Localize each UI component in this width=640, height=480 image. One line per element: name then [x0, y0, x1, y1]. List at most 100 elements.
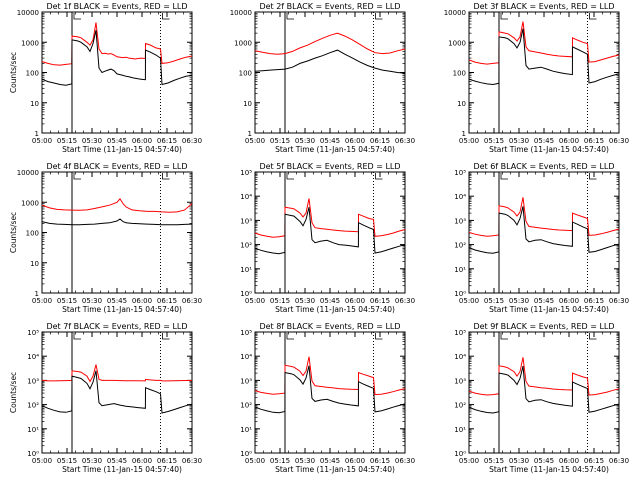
plot-frame [41, 331, 193, 454]
x-axis-label: Start Time (11-Jan-15 04:57:40) [62, 305, 182, 314]
y-tick-label: 10⁵ [454, 169, 466, 177]
x-tick-label: 05:00 [459, 137, 479, 145]
y-tick-label: 10¹ [27, 426, 39, 434]
x-tick-label: 05:15 [484, 297, 504, 305]
y-tick-label: 1000 [21, 39, 39, 47]
x-tick-label: 05:00 [245, 297, 265, 305]
y-tick-label: 10¹ [240, 266, 252, 274]
chart-title: Det 5f BLACK = Events, RED = LLD [259, 162, 400, 171]
x-tick-label: 05:15 [270, 137, 290, 145]
x-tick-label: 05:45 [534, 457, 554, 465]
chart-title: Det 8f BLACK = Events, RED = LLD [259, 322, 400, 331]
x-tick-label: 06:15 [157, 137, 177, 145]
chart-panel-9: Det 9f BLACK = Events, RED = LLD 10⁰ 10¹ 10… [454, 322, 629, 474]
y-tick-label: 10⁰ [454, 290, 466, 298]
x-axis-label: Start Time (11-Jan-15 04:57:40) [275, 145, 395, 154]
x-tick-label: 05:15 [57, 297, 77, 305]
marker-bracket [162, 173, 170, 180]
chart-title: Det 1f BLACK = Events, RED = LLD [46, 2, 187, 11]
chart-panel-2: Det 2f BLACK = Events, RED = LLD 1 10 100 10… [230, 2, 415, 154]
x-axis-label: Start Time (11-Jan-15 04:57:40) [489, 305, 609, 314]
x-tick-label: 06:00 [132, 297, 152, 305]
lld-series-line [468, 197, 620, 237]
y-tick-label: 10⁴ [27, 353, 39, 361]
y-axis-label: Counts/sec [9, 52, 18, 93]
x-tick-label: 06:15 [370, 457, 390, 465]
events-series-line [468, 206, 620, 254]
x-tick-label: 06:30 [395, 137, 415, 145]
y-tick-label: 10⁰ [240, 450, 252, 458]
y-axis-label: Counts/sec [9, 372, 18, 413]
x-tick-label: 05:00 [245, 457, 265, 465]
x-axis-label: Start Time (11-Jan-15 04:57:40) [62, 145, 182, 154]
y-tick-label: 1 [35, 290, 39, 298]
plot-frame [41, 171, 193, 294]
x-tick-label: 05:30 [82, 457, 102, 465]
x-tick-label: 05:45 [534, 297, 554, 305]
y-tick-label: 10¹ [454, 266, 466, 274]
y-tick-label: 10² [240, 242, 252, 250]
plot-frame [468, 331, 620, 454]
x-tick-label: 05:15 [57, 137, 77, 145]
y-tick-label: 10³ [27, 377, 39, 385]
y-tick-label: 10⁰ [27, 450, 39, 458]
x-tick-label: 06:15 [584, 457, 604, 465]
marker-bracket [286, 333, 294, 340]
x-tick-label: 06:15 [370, 137, 390, 145]
x-tick-label: 06:15 [157, 297, 177, 305]
marker-bracket [500, 333, 508, 340]
events-series-line [41, 30, 193, 86]
x-tick-label: 05:30 [509, 137, 529, 145]
y-tick-label: 10¹ [240, 426, 252, 434]
chart-title: Det 4f BLACK = Events, RED = LLD [46, 162, 187, 171]
x-tick-label: 05:45 [107, 457, 127, 465]
chart-title: Det 2f BLACK = Events, RED = LLD [259, 2, 400, 11]
x-tick-label: 05:00 [245, 137, 265, 145]
x-tick-label: 06:00 [559, 137, 579, 145]
x-tick-label: 05:30 [82, 137, 102, 145]
y-tick-label: 100 [239, 70, 252, 78]
y-tick-label: 10⁵ [240, 169, 252, 177]
x-axis-label: Start Time (11-Jan-15 04:57:40) [489, 145, 609, 154]
x-tick-label: 06:30 [609, 457, 629, 465]
events-series-line [41, 370, 193, 414]
marker-bracket [286, 13, 294, 20]
y-tick-label: 1 [462, 130, 466, 138]
y-tick-label: 10³ [240, 217, 252, 225]
chart-panel-6: Det 6f BLACK = Events, RED = LLD 10⁰ 10¹ 10… [454, 162, 629, 314]
x-tick-label: 05:15 [270, 297, 290, 305]
x-tick-label: 05:30 [509, 297, 529, 305]
marker-bracket [589, 173, 597, 180]
chart-panel-7: Det 7f BLACK = Events, RED = LLD 10⁰ 10¹ 10… [9, 322, 202, 474]
x-tick-label: 05:30 [295, 457, 315, 465]
x-tick-label: 06:30 [182, 137, 202, 145]
marker-bracket [375, 333, 383, 340]
x-tick-label: 06:30 [609, 297, 629, 305]
x-tick-label: 05:00 [32, 137, 52, 145]
y-tick-label: 10³ [240, 377, 252, 385]
y-tick-label: 10² [454, 242, 466, 250]
x-tick-label: 05:45 [107, 297, 127, 305]
x-tick-label: 05:45 [320, 137, 340, 145]
x-tick-label: 06:00 [345, 137, 365, 145]
x-tick-label: 06:00 [345, 457, 365, 465]
y-tick-label: 100 [453, 70, 466, 78]
marker-bracket [375, 13, 383, 20]
y-tick-label: 1000 [21, 199, 39, 207]
y-tick-label: 1 [35, 130, 39, 138]
y-tick-label: 10⁰ [240, 290, 252, 298]
x-tick-label: 06:30 [395, 297, 415, 305]
x-tick-label: 06:15 [370, 297, 390, 305]
plot-frame [468, 11, 620, 134]
y-tick-label: 100 [26, 70, 39, 78]
marker-bracket [162, 333, 170, 340]
plot-frame [41, 11, 193, 134]
marker-bracket [589, 333, 597, 340]
marker-bracket [286, 173, 294, 180]
y-axis-label: Counts/sec [9, 212, 18, 253]
y-tick-label: 1 [248, 130, 252, 138]
y-tick-label: 10000 [444, 9, 466, 17]
marker-bracket [589, 13, 597, 20]
y-tick-label: 10⁵ [454, 329, 466, 337]
